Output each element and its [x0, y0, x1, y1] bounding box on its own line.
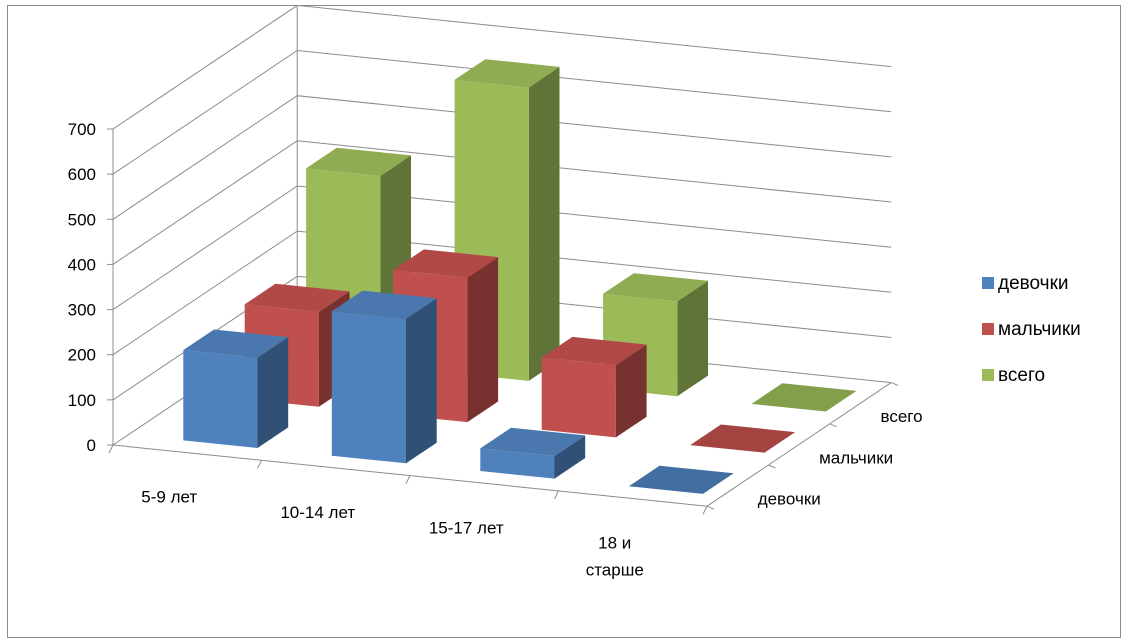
- depth-tick-label: мальчики: [819, 448, 893, 467]
- legend-label: девочки: [998, 273, 1069, 294]
- x-tick-label: 15-17 лет: [429, 518, 504, 537]
- bar: [480, 448, 555, 479]
- y-tick-label: 0: [87, 436, 96, 455]
- y-tick-label: 500: [68, 210, 96, 229]
- chart-frame: [7, 5, 1121, 638]
- bar-side-face: [257, 337, 289, 448]
- x-tick-label: 5-9 лет: [141, 488, 197, 507]
- y-tick-label: 700: [68, 120, 96, 139]
- x-tick-label: старше: [586, 561, 644, 580]
- bar-side-face: [406, 298, 437, 464]
- depth-tick-label: девочки: [758, 490, 821, 509]
- y-tick-label: 300: [68, 301, 96, 320]
- x-tick-mark: [702, 505, 708, 515]
- depth-tick-label: всего: [881, 407, 923, 426]
- bar-top-face: [306, 147, 411, 176]
- bar-top-face: [480, 427, 586, 456]
- legend-swatch: [982, 369, 994, 381]
- bar-side-face: [528, 66, 560, 381]
- bar-top-face: [603, 273, 708, 302]
- bar-top-face: [541, 336, 647, 366]
- x-tick-label: 18 и: [598, 534, 631, 553]
- legend-label: всего: [998, 365, 1045, 386]
- bar-top-face: [751, 383, 857, 412]
- y-tick-label: 400: [68, 255, 96, 274]
- bar-side-face: [554, 435, 586, 479]
- bar: [183, 350, 258, 448]
- bar-side-face: [467, 257, 499, 423]
- bar: [541, 357, 616, 438]
- legend-swatch: [982, 323, 994, 335]
- y-tick-label: 100: [68, 391, 96, 410]
- bar-top-face: [690, 424, 796, 453]
- bar-top-face: [331, 290, 437, 319]
- bar-top-face: [244, 283, 350, 312]
- bar-top-face: [393, 249, 499, 278]
- legend-swatch: [982, 277, 994, 289]
- x-tick-mark: [554, 490, 559, 500]
- depth-tick-mark: [706, 505, 715, 510]
- y-tick-label: 200: [68, 346, 96, 365]
- depth-tick-mark: [891, 382, 899, 387]
- depth-axis-line: [706, 382, 892, 507]
- x-tick-label: 10-14 лет: [280, 503, 355, 522]
- depth-tick-mark: [829, 423, 837, 428]
- y-tick-label: 600: [68, 165, 96, 184]
- bar: [331, 311, 406, 464]
- bar-top-face: [628, 465, 734, 494]
- depth-tick-mark: [768, 464, 776, 469]
- x-tick-mark: [108, 444, 114, 454]
- bar-side-face: [615, 344, 647, 438]
- x-tick-mark: [257, 460, 262, 469]
- bar-side-face: [677, 280, 708, 397]
- x-tick-mark: [405, 475, 411, 484]
- legend-label: мальчики: [998, 319, 1081, 340]
- bar-top-face: [454, 59, 560, 88]
- bar-top-face: [183, 329, 289, 358]
